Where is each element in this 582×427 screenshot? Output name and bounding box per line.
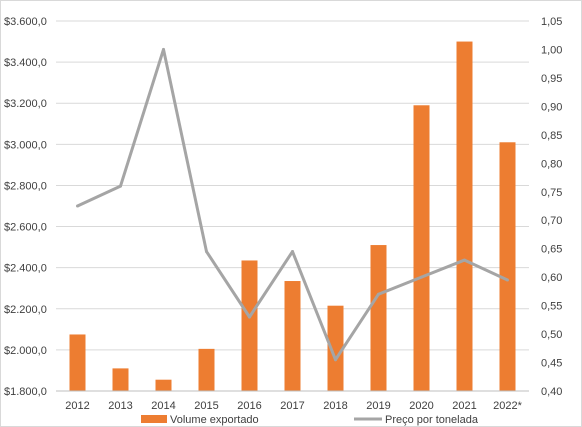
- y-left-tick-label: $3.400,0: [4, 57, 47, 69]
- price-point: [119, 184, 122, 188]
- price-point: [291, 250, 294, 254]
- y-right-tick-label: 0,85: [541, 130, 562, 142]
- y-right-tick-label: 1,05: [541, 16, 562, 28]
- y-right-tick-label: 0,45: [541, 358, 562, 370]
- x-tick-label: 2015: [194, 400, 218, 412]
- bar: [327, 305, 344, 391]
- x-tick-label: 2014: [151, 400, 175, 412]
- bar: [499, 142, 516, 391]
- bar: [413, 105, 430, 392]
- price-point: [420, 275, 423, 279]
- y-left-tick-label: $3.000,0: [4, 139, 47, 151]
- y-right-tick-label: 0,65: [541, 244, 562, 256]
- price-point: [506, 278, 509, 282]
- bar: [69, 334, 86, 391]
- y-right-tick-label: 0,70: [541, 215, 562, 227]
- legend-bar-swatch: [141, 415, 167, 423]
- y-left-tick-label: $2.000,0: [4, 345, 47, 357]
- legend-label-volume: Volume exportado: [170, 414, 259, 426]
- price-point: [334, 358, 337, 362]
- price-point: [377, 292, 380, 296]
- price-point: [248, 315, 251, 319]
- x-tick-label: 2016: [237, 400, 261, 412]
- x-tick-label: 2020: [409, 400, 433, 412]
- y-right-tick-label: 0,40: [541, 386, 562, 398]
- x-tick-label: 2018: [323, 400, 347, 412]
- legend-label-price: Preço por tonelada: [385, 414, 479, 426]
- x-tick-label: 2013: [108, 400, 132, 412]
- y-right-tick-label: 0,55: [541, 301, 562, 313]
- x-tick-label: 2022*: [493, 400, 522, 412]
- y-left-tick-label: $2.800,0: [4, 180, 47, 192]
- y-left-tick-label: $2.400,0: [4, 263, 47, 275]
- y-right-tick-label: 0,75: [541, 187, 562, 199]
- price-point: [205, 250, 208, 254]
- y-right-tick-label: 0,95: [541, 73, 562, 85]
- y-right-tick-label: 0,60: [541, 272, 562, 284]
- y-left-tick-label: $2.200,0: [4, 304, 47, 316]
- bar: [112, 368, 129, 391]
- y-left-tick-label: $1.800,0: [4, 386, 47, 398]
- y-right-tick-label: 1,00: [541, 44, 562, 56]
- bar: [198, 348, 215, 391]
- bar: [241, 260, 258, 391]
- price-point: [463, 258, 466, 262]
- price-point: [162, 47, 165, 51]
- price-point: [76, 204, 79, 208]
- y-right-tick-label: 0,80: [541, 158, 562, 170]
- y-left-tick-label: $3.600,0: [4, 16, 47, 28]
- bar: [456, 41, 473, 392]
- x-tick-label: 2012: [65, 400, 89, 412]
- y-left-tick-label: $2.600,0: [4, 222, 47, 234]
- x-tick-label: 2017: [280, 400, 304, 412]
- x-tick-label: 2021: [452, 400, 476, 412]
- y-right-tick-label: 0,50: [541, 329, 562, 341]
- bar: [370, 245, 387, 391]
- y-right-tick-label: 0,90: [541, 101, 562, 113]
- bar: [155, 379, 172, 391]
- bar: [284, 281, 301, 391]
- y-left-tick-label: $3.200,0: [4, 98, 47, 110]
- x-tick-label: 2019: [366, 400, 390, 412]
